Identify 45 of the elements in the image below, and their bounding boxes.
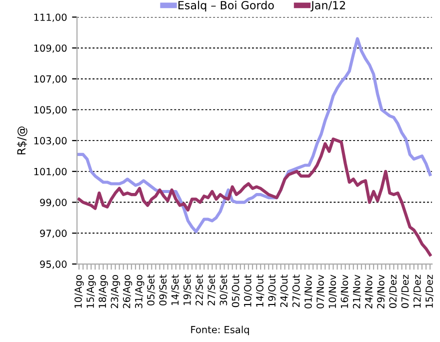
x-tick-label: 29/Nov — [377, 274, 386, 308]
x-tick-label: 16/Nov — [340, 274, 349, 308]
line-series — [77, 137, 432, 256]
x-tick-label: 07/Nov — [316, 274, 325, 308]
x-tick-label: 30/Set — [220, 274, 228, 306]
x-tick-label: 19/Set — [183, 274, 192, 305]
x-tick-label: 14/Set — [171, 274, 180, 305]
x-tick-label: 10/Ago — [74, 274, 84, 308]
y-axis-title: R$/@ — [16, 126, 28, 154]
x-tick-label: 27/Out — [292, 274, 300, 307]
x-tick-label: 02/Dez — [389, 274, 398, 308]
x-tick-label: 05/Set — [147, 274, 156, 306]
source-note: Fonte: Esalq — [191, 326, 249, 336]
x-tick-label: 15/Dez — [426, 274, 434, 308]
x-tick-label: 27/Set — [208, 274, 216, 306]
x-tick-label: 10/Nov — [328, 274, 337, 308]
x-tick-label: 19/Out — [268, 274, 276, 307]
y-tick-label: 109,00 — [34, 44, 67, 53]
x-tick-label: 10/Out — [244, 274, 252, 307]
y-tick-label: 101,00 — [34, 168, 67, 176]
x-tick-label: 14/Out — [256, 274, 264, 307]
x-tick-label: 24/Out — [280, 274, 288, 307]
x-tick-label: 12/Dez — [413, 274, 422, 308]
x-tick-label: 24/Nov — [365, 274, 374, 308]
x-tick-label: 15/Ago — [86, 274, 96, 308]
y-tick-label: 97,00 — [40, 230, 67, 238]
x-tick-label: 09/Set — [159, 274, 168, 306]
x-tick-label: 21/Nov — [352, 274, 362, 308]
x-tick-label: 18/Ago — [98, 274, 108, 308]
x-tick-label: 23/Ago — [110, 274, 120, 308]
line-series — [77, 37, 432, 234]
y-tick-label: 107,00 — [34, 75, 67, 84]
x-tick-label: 22/Set — [196, 274, 204, 306]
x-tick-label: 01/Nov — [304, 274, 313, 308]
x-tick-label: 31/Ago — [135, 274, 144, 308]
y-tick-label: 111,00 — [34, 14, 67, 22]
legend-label: Esalq – Boi Gordo — [178, 0, 274, 12]
y-tick-label: 105,00 — [34, 106, 67, 115]
x-tick-label: 26/Ago — [122, 274, 132, 308]
y-tick-label: 103,00 — [34, 137, 67, 146]
y-tick-label: 95,00 — [40, 260, 67, 269]
y-tick-label: 99,00 — [40, 198, 67, 208]
x-tick-label: 07/Dez — [401, 274, 410, 308]
x-tick-label: 05/Out — [232, 274, 240, 308]
legend-label: Jan/12 — [310, 0, 346, 12]
